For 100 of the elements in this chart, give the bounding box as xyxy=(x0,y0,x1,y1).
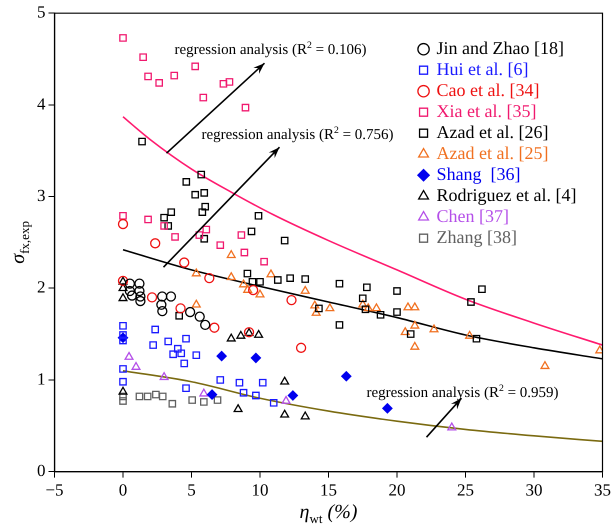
point xyxy=(175,312,183,320)
point xyxy=(158,392,167,400)
point xyxy=(362,305,370,314)
point xyxy=(234,404,243,412)
point xyxy=(180,360,188,368)
point xyxy=(144,72,152,80)
point xyxy=(358,300,368,308)
point xyxy=(139,53,147,62)
point xyxy=(467,298,475,306)
legend-label: Jin and Zhao [18] xyxy=(436,38,564,58)
point xyxy=(393,308,401,316)
point xyxy=(206,389,218,400)
point xyxy=(447,422,456,430)
point xyxy=(151,326,160,334)
x-tick-label: 30 xyxy=(526,480,542,500)
point xyxy=(135,291,146,302)
y-tick-label: 3 xyxy=(37,186,46,206)
point xyxy=(286,295,297,306)
point xyxy=(200,320,210,330)
point xyxy=(216,376,224,384)
point xyxy=(146,292,158,303)
point xyxy=(179,257,190,268)
point xyxy=(236,378,244,387)
point xyxy=(266,269,276,278)
x-tick-label: 35 xyxy=(594,480,611,500)
point xyxy=(192,268,201,276)
point xyxy=(336,321,344,329)
x-tick-label: 25 xyxy=(457,480,474,500)
legend-label: Azad et al. [25] xyxy=(436,142,549,163)
point xyxy=(244,270,252,278)
point xyxy=(250,352,262,364)
point xyxy=(243,284,252,293)
point xyxy=(372,303,381,312)
point xyxy=(393,287,401,295)
point xyxy=(169,350,177,358)
x-tick-label: 10 xyxy=(252,480,268,500)
point xyxy=(198,208,206,216)
point xyxy=(403,302,413,310)
point xyxy=(478,285,486,293)
point xyxy=(184,306,196,318)
point xyxy=(171,233,179,241)
y-tick-label: 4 xyxy=(37,94,46,114)
point xyxy=(239,279,248,288)
x-tick-label: 20 xyxy=(388,480,406,500)
point xyxy=(240,248,248,256)
point xyxy=(197,170,206,178)
point xyxy=(288,390,298,401)
legend-label: Hui et al. [6] xyxy=(436,58,529,79)
point xyxy=(150,238,160,248)
y-axis-title: σfx,exp xyxy=(7,221,32,264)
point xyxy=(200,234,208,243)
point xyxy=(177,350,186,358)
point xyxy=(310,300,320,309)
point xyxy=(315,304,323,312)
point xyxy=(124,352,134,360)
x-tick-label: 5 xyxy=(187,480,196,500)
point xyxy=(226,272,236,280)
legend-label: Zhang [38] xyxy=(436,226,518,247)
point xyxy=(200,398,208,406)
point xyxy=(166,291,176,302)
point xyxy=(254,212,262,220)
point xyxy=(195,231,204,239)
point xyxy=(220,80,228,88)
legend-label: Rodriguez et al. [4] xyxy=(436,184,577,205)
point xyxy=(175,303,186,314)
point xyxy=(168,400,176,408)
point xyxy=(131,362,141,370)
point xyxy=(255,290,265,298)
point xyxy=(242,104,250,112)
point xyxy=(167,208,176,216)
point xyxy=(382,403,393,414)
point xyxy=(202,226,210,234)
point xyxy=(226,334,236,342)
point xyxy=(312,308,321,316)
point xyxy=(226,250,236,258)
point xyxy=(286,274,294,282)
y-tick-label: 2 xyxy=(37,278,46,297)
point xyxy=(119,322,127,330)
point xyxy=(280,236,288,244)
point xyxy=(201,202,210,210)
point xyxy=(216,241,224,249)
point xyxy=(170,72,178,80)
legend-label: Shang [36] xyxy=(436,164,521,184)
point xyxy=(119,378,127,386)
point xyxy=(136,392,144,400)
point xyxy=(280,410,290,418)
legend-label: Xia et al. [35] xyxy=(436,100,537,121)
point xyxy=(238,231,246,239)
point xyxy=(199,94,208,102)
point xyxy=(214,396,222,404)
point xyxy=(376,310,384,319)
point xyxy=(182,334,190,342)
point xyxy=(300,411,310,420)
point xyxy=(236,330,246,339)
point xyxy=(152,390,160,398)
point xyxy=(194,312,205,322)
point xyxy=(160,214,168,222)
point xyxy=(226,78,234,86)
point xyxy=(134,278,145,289)
point xyxy=(174,344,182,353)
